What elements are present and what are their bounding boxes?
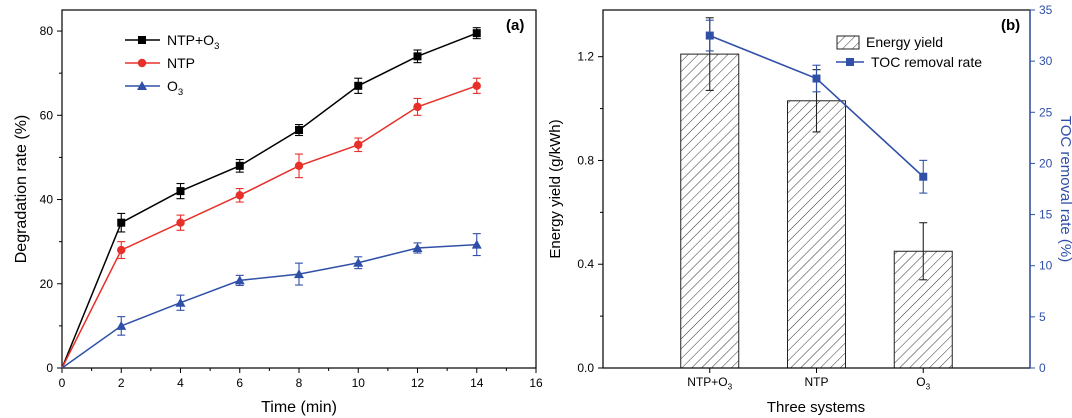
panel-b-label: (b) — [1001, 17, 1020, 34]
panel-a-series — [61, 27, 481, 369]
panel-b: NTP+O3 NTP O3 0.00.40.81.2 05101520253035 … — [547, 3, 1072, 416]
panel-b-toc-point — [705, 31, 714, 40]
panel-a-legend: NTP+O3 NTP O3 — [125, 32, 219, 98]
panel-a-label: (a) — [506, 17, 524, 34]
panel-a-data-point — [472, 29, 481, 38]
panel-b-left-y-axis: 0.0 0.4 0.8 1.2 — [577, 50, 603, 375]
panel-b-legend-swatch-bar — [836, 35, 860, 50]
panel-a-x-tick-label: 10 — [352, 376, 366, 390]
panel-a-data-point — [176, 218, 185, 227]
panel-b-left-y-tick-label: 0.8 — [577, 153, 594, 167]
panel-a-x-tick-label: 2 — [118, 376, 125, 390]
panel-a-data-point — [413, 102, 422, 112]
panel-a-x-tick-label: 0 — [59, 376, 66, 390]
panel-b-right-y-tick-label: 30 — [1039, 54, 1053, 68]
panel-a: 0 2 4 6 8 10 12 14 16 0 20 40 60 80 (a) Time (min) D… — [13, 9, 543, 416]
panel-a-y-tick-label: 40 — [40, 193, 54, 207]
panel-b-right-y-tick-label: 20 — [1039, 156, 1053, 170]
panel-a-legend-swatch-marker — [137, 81, 147, 90]
panel-b-right-y-axis: 0 5 10 15 20 25 30 35 — [1030, 3, 1053, 375]
panel-a-data-point — [175, 297, 186, 307]
panel-b-left-y-tick-label: 0.0 — [577, 361, 594, 375]
panel-a-series-line — [61, 85, 478, 369]
panel-a-y-tick-label: 20 — [40, 277, 54, 291]
panel-a-legend-item: O3 — [125, 78, 183, 98]
panel-a-x-axis-title: Time (min) — [261, 399, 337, 416]
panel-a-x-tick-label: 8 — [296, 376, 303, 390]
panel-a-data-point — [354, 81, 363, 90]
panel-a-x-tick-label: 14 — [470, 376, 484, 390]
panel-a-legend-label: NTP+O3 — [167, 32, 219, 52]
panel-a-data-point — [471, 239, 482, 249]
panel-a-legend-label: O3 — [167, 78, 183, 98]
panel-a-data-point — [116, 320, 127, 330]
panel-a-x-tick-label: 4 — [177, 376, 184, 390]
panel-b-category-label: NTP — [805, 375, 829, 389]
panel-a-legend-swatch-marker — [137, 58, 147, 68]
panel-a-data-point — [117, 218, 126, 227]
panel-b-legend-label: TOC removal rate — [871, 54, 982, 70]
panel-b-right-y-tick-label: 15 — [1039, 208, 1053, 222]
panel-a-series — [61, 233, 482, 369]
panel-a-data-point — [294, 161, 304, 171]
panel-b-legend-swatch-marker — [846, 58, 854, 66]
panel-b-legend-item: TOC removal rate — [836, 54, 982, 70]
panel-a-y-axis-title: Degradation rate (%) — [13, 115, 30, 264]
panel-b-toc-point — [919, 172, 928, 181]
panel-a-legend-item: NTP+O3 — [125, 32, 219, 52]
panel-a-data-point — [472, 81, 481, 91]
panel-a-legend-swatch-marker — [138, 36, 146, 44]
panel-a-data-point — [295, 126, 303, 135]
panel-a-data-point — [176, 187, 185, 196]
panel-b-bar-error — [919, 222, 928, 281]
panel-b-right-y-tick-label: 35 — [1039, 3, 1053, 17]
panel-a-data-point — [235, 191, 244, 200]
panel-a-data-point — [353, 257, 364, 267]
panel-a-legend-label: NTP — [167, 55, 195, 71]
panel-b-x-axis-title: Three systems — [767, 399, 865, 416]
panel-a-series-line — [61, 243, 477, 369]
panel-b-x-axis: NTP+O3 NTP O3 — [687, 368, 931, 392]
panel-a-y-tick-label: 80 — [40, 24, 54, 38]
panel-a-data-point — [354, 140, 363, 149]
panel-b-energy-bar — [680, 53, 740, 369]
panel-a-data-point — [235, 161, 244, 170]
panel-b-energy-bar — [787, 100, 846, 369]
panel-a-legend-item: NTP — [125, 55, 195, 71]
panel-b-left-y-axis-title: Energy yield (g/kWh) — [547, 119, 564, 258]
panel-b-legend-label: Energy yield — [866, 34, 943, 50]
panel-b-left-y-tick-label: 1.2 — [577, 50, 594, 64]
panel-a-data-point — [294, 269, 304, 279]
panel-b-right-y-tick-label: 10 — [1039, 259, 1053, 273]
panel-a-series — [61, 77, 481, 369]
panel-b-toc-line-layer — [705, 19, 928, 194]
panel-a-x-tick-label: 6 — [236, 376, 243, 390]
panel-b-legend: Energy yield TOC removal rate — [836, 34, 982, 70]
panel-a-series-line — [61, 32, 478, 369]
panel-b-left-y-tick-label: 0.4 — [577, 257, 594, 271]
panel-a-x-tick-label: 12 — [411, 376, 425, 390]
panel-b-right-y-axis-title: TOC removal rate (%) — [1057, 116, 1072, 262]
panel-b-right-y-tick-label: 5 — [1039, 310, 1046, 324]
panel-a-data-point — [413, 52, 422, 61]
panel-a-y-tick-label: 60 — [40, 108, 54, 122]
panel-b-right-y-tick-label: 0 — [1039, 361, 1046, 375]
panel-a-data-point — [117, 245, 126, 255]
panel-a-y-tick-label: 0 — [46, 361, 53, 375]
panel-a-series-layer — [61, 27, 482, 369]
panel-b-category-label: NTP+O3 — [687, 375, 732, 392]
panel-b-right-y-tick-label: 25 — [1039, 105, 1053, 119]
panel-a-x-tick-label: 16 — [529, 376, 543, 390]
panel-b-toc-point — [812, 74, 821, 83]
panel-b-category-label: O3 — [916, 375, 930, 392]
panel-a-data-point — [412, 242, 423, 252]
panel-a-x-axis: 0 2 4 6 8 10 12 14 16 — [59, 368, 543, 390]
panel-a-y-axis: 0 20 40 60 80 — [40, 24, 62, 375]
panel-b-legend-item: Energy yield — [836, 34, 943, 50]
panel-a-data-point — [234, 275, 245, 285]
